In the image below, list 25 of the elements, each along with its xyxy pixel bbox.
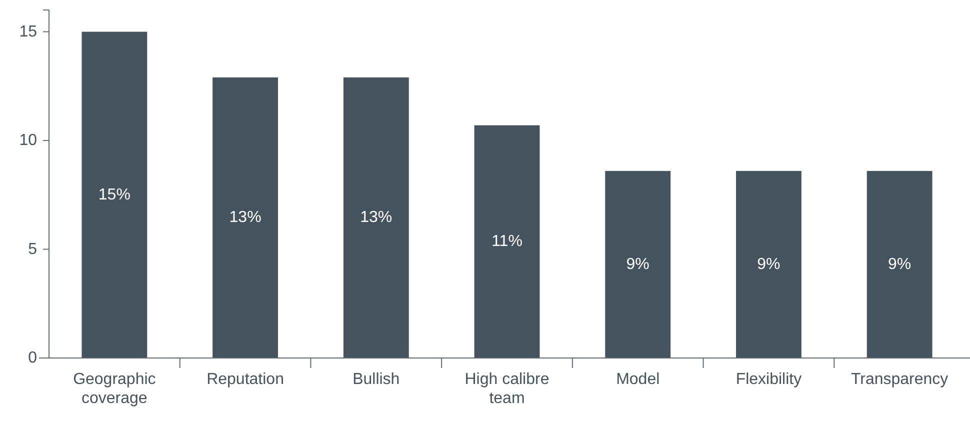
x-tick-label: Model bbox=[616, 371, 660, 388]
bar bbox=[82, 32, 148, 358]
x-tick-label: Bullish bbox=[352, 371, 400, 388]
bar bbox=[343, 77, 409, 358]
x-tick-label: High calibre team bbox=[464, 371, 550, 407]
x-tick-label: Geographic coverage bbox=[73, 371, 156, 407]
y-tick-label: 10 bbox=[19, 132, 38, 149]
y-tick-label: 5 bbox=[28, 240, 38, 258]
bar bbox=[605, 170, 671, 358]
data-label: 9% bbox=[888, 256, 912, 273]
data-label: 11% bbox=[492, 233, 522, 250]
x-tick-label: Reputation bbox=[206, 371, 284, 388]
bar bbox=[474, 125, 540, 358]
bar bbox=[736, 170, 802, 358]
data-label: 9% bbox=[626, 256, 650, 273]
bar bbox=[866, 170, 932, 358]
data-label: 15% bbox=[98, 186, 130, 204]
bar bbox=[212, 77, 278, 358]
data-label: 13% bbox=[229, 209, 262, 226]
data-label: 13% bbox=[360, 209, 392, 226]
y-tick-label: 0 bbox=[28, 350, 38, 366]
x-tick-label: Flexibility bbox=[736, 371, 802, 388]
x-tick-label: Transparency bbox=[850, 371, 948, 388]
y-tick-label: 15 bbox=[19, 23, 38, 40]
data-label: 9% bbox=[757, 256, 780, 273]
